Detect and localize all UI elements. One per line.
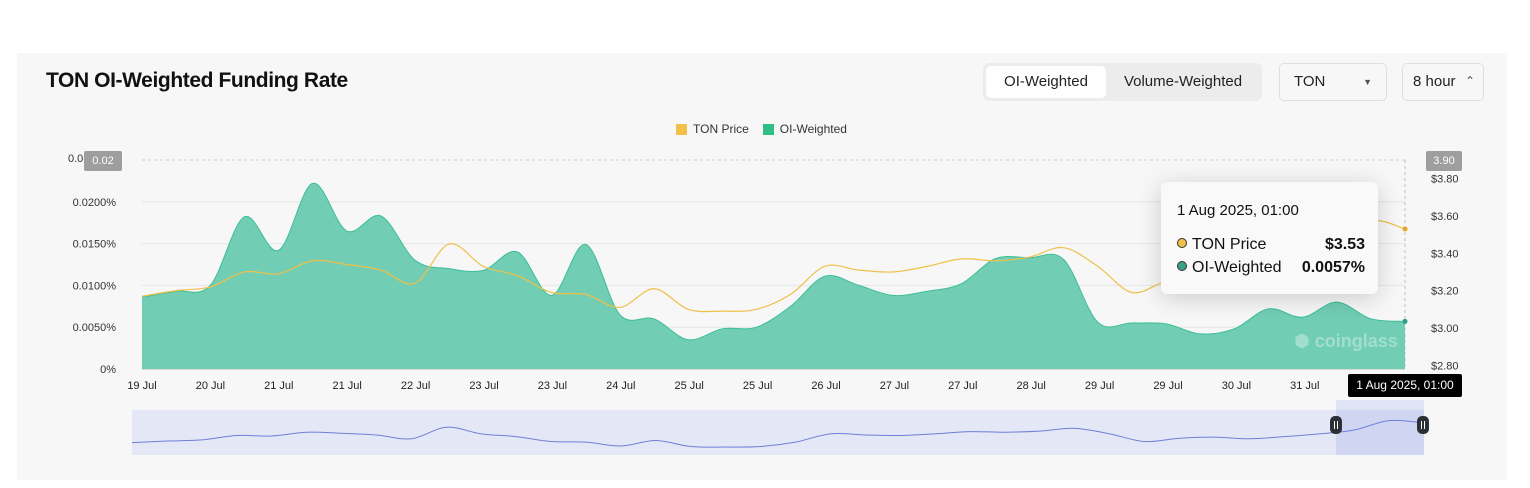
tooltip-row-funding: OI-Weighted 0.0057% — [1177, 259, 1365, 277]
x-tick-label: 29 Jul — [1085, 380, 1114, 392]
coin-select-value: TON — [1294, 73, 1326, 90]
x-tick-label: 25 Jul — [743, 380, 772, 392]
watermark-text: coinglass — [1314, 331, 1398, 351]
x-tick-label: 22 Jul — [401, 380, 430, 392]
legend-swatch-funding — [762, 123, 774, 135]
x-tick-label: 27 Jul — [948, 380, 977, 392]
legend-item-price[interactable]: TON Price — [693, 122, 749, 136]
series-oi-weighted-line — [141, 182, 1406, 341]
price-point — [1402, 226, 1408, 232]
left-axis-partial-label: 0.0 — [68, 153, 84, 165]
right-tick-label: $3.00 — [1431, 323, 1459, 335]
caret-down-icon: ▼ — [1363, 77, 1372, 87]
x-tick-label: 29 Jul — [1153, 380, 1182, 392]
left-tick-label: 0.0150% — [73, 239, 117, 251]
tooltip-funding-value: 0.0057% — [1301, 259, 1365, 276]
left-tick-label: 0.0100% — [73, 280, 117, 292]
x-tick-label: 25 Jul — [675, 380, 704, 392]
left-tick-label: 0.0200% — [73, 197, 117, 209]
x-axis-ticks: 19 Jul 20 Jul 21 Jul 21 Jul 22 Jul 23 Jul 23 J… — [127, 380, 1319, 392]
navigator-handle-right[interactable] — [1417, 416, 1429, 434]
tooltip-price-value: $3.53 — [1324, 236, 1365, 253]
right-tick-label: $3.20 — [1431, 286, 1459, 298]
updown-chevron-icon: ⌃ — [1464, 74, 1475, 88]
legend-swatch-price — [676, 123, 687, 135]
funding-dot-icon — [1177, 261, 1187, 271]
right-tick-label: $3.60 — [1431, 211, 1459, 223]
navigator-handle-left[interactable] — [1330, 416, 1342, 434]
weighting-toggle: OI-Weighted Volume-Weighted — [983, 63, 1262, 101]
navigator-series — [131, 419, 1425, 448]
price-dot-icon — [1177, 238, 1187, 248]
coin-select[interactable]: TON ▼ — [1279, 63, 1387, 101]
x-tick-label: 23 Jul — [469, 380, 498, 392]
page-title: TON OI-Weighted Funding Rate — [46, 69, 348, 92]
navigator-selection — [1336, 400, 1424, 455]
coinglass-logo-icon: ⬢ — [1294, 331, 1310, 351]
crosshair-left-value: 0.02 — [84, 151, 122, 171]
x-tick-label: 30 Jul — [1222, 380, 1251, 392]
tooltip: 1 Aug 2025, 01:00 TON Price $3.53 OI-Wei… — [1161, 182, 1378, 294]
left-tick-label: 0.0050% — [73, 322, 117, 334]
legend-item-funding[interactable]: OI-Weighted — [779, 122, 847, 136]
right-tick-label: $3.80 — [1431, 174, 1459, 186]
x-tick-label: 31 Jul — [1290, 380, 1319, 392]
chart-legend: TON Price OI-Weighted — [676, 122, 847, 136]
x-tick-label: 28 Jul — [1017, 380, 1046, 392]
x-tick-label: 27 Jul — [880, 380, 909, 392]
tooltip-price-label: TON Price — [1192, 236, 1267, 253]
right-tick-label: $3.40 — [1431, 248, 1459, 260]
tooltip-funding-label: OI-Weighted — [1192, 259, 1282, 276]
range-navigator — [131, 400, 1429, 455]
crosshair-right-value: 3.90 — [1426, 151, 1462, 171]
x-tick-label: 20 Jul — [196, 380, 225, 392]
tooltip-date: 1 Aug 2025, 01:00 — [1177, 202, 1299, 219]
series-oi-weighted-area — [142, 183, 1405, 369]
x-tick-label: 26 Jul — [811, 380, 840, 392]
left-axis-ticks: 0% 0.0050% 0.0100% 0.0150% 0.0200% — [73, 197, 117, 376]
x-tick-label: 21 Jul — [264, 380, 293, 392]
interval-select[interactable]: 8 hour ⌃ — [1402, 63, 1484, 101]
navigator-background — [132, 410, 1424, 455]
x-tick-label: 23 Jul — [538, 380, 567, 392]
tab-volume-weighted[interactable]: Volume-Weighted — [1123, 73, 1243, 90]
x-tick-label: 19 Jul — [127, 380, 156, 392]
right-tick-label: $2.80 — [1431, 360, 1459, 372]
interval-select-value: 8 hour — [1413, 73, 1456, 90]
crosshair-x-label: 1 Aug 2025, 01:00 — [1348, 374, 1462, 397]
tooltip-row-price: TON Price $3.53 — [1177, 236, 1365, 254]
right-axis-ticks: $2.80 $3.00 $3.20 $3.40 $3.60 $3.80 — [1431, 174, 1459, 373]
funding-point — [1402, 318, 1408, 324]
x-tick-label: 24 Jul — [606, 380, 635, 392]
left-tick-label: 0% — [100, 364, 116, 376]
tab-oi-weighted[interactable]: OI-Weighted — [986, 66, 1106, 98]
data-points — [1402, 226, 1408, 324]
x-tick-label: 21 Jul — [333, 380, 362, 392]
watermark: ⬢ coinglass — [1294, 331, 1398, 352]
